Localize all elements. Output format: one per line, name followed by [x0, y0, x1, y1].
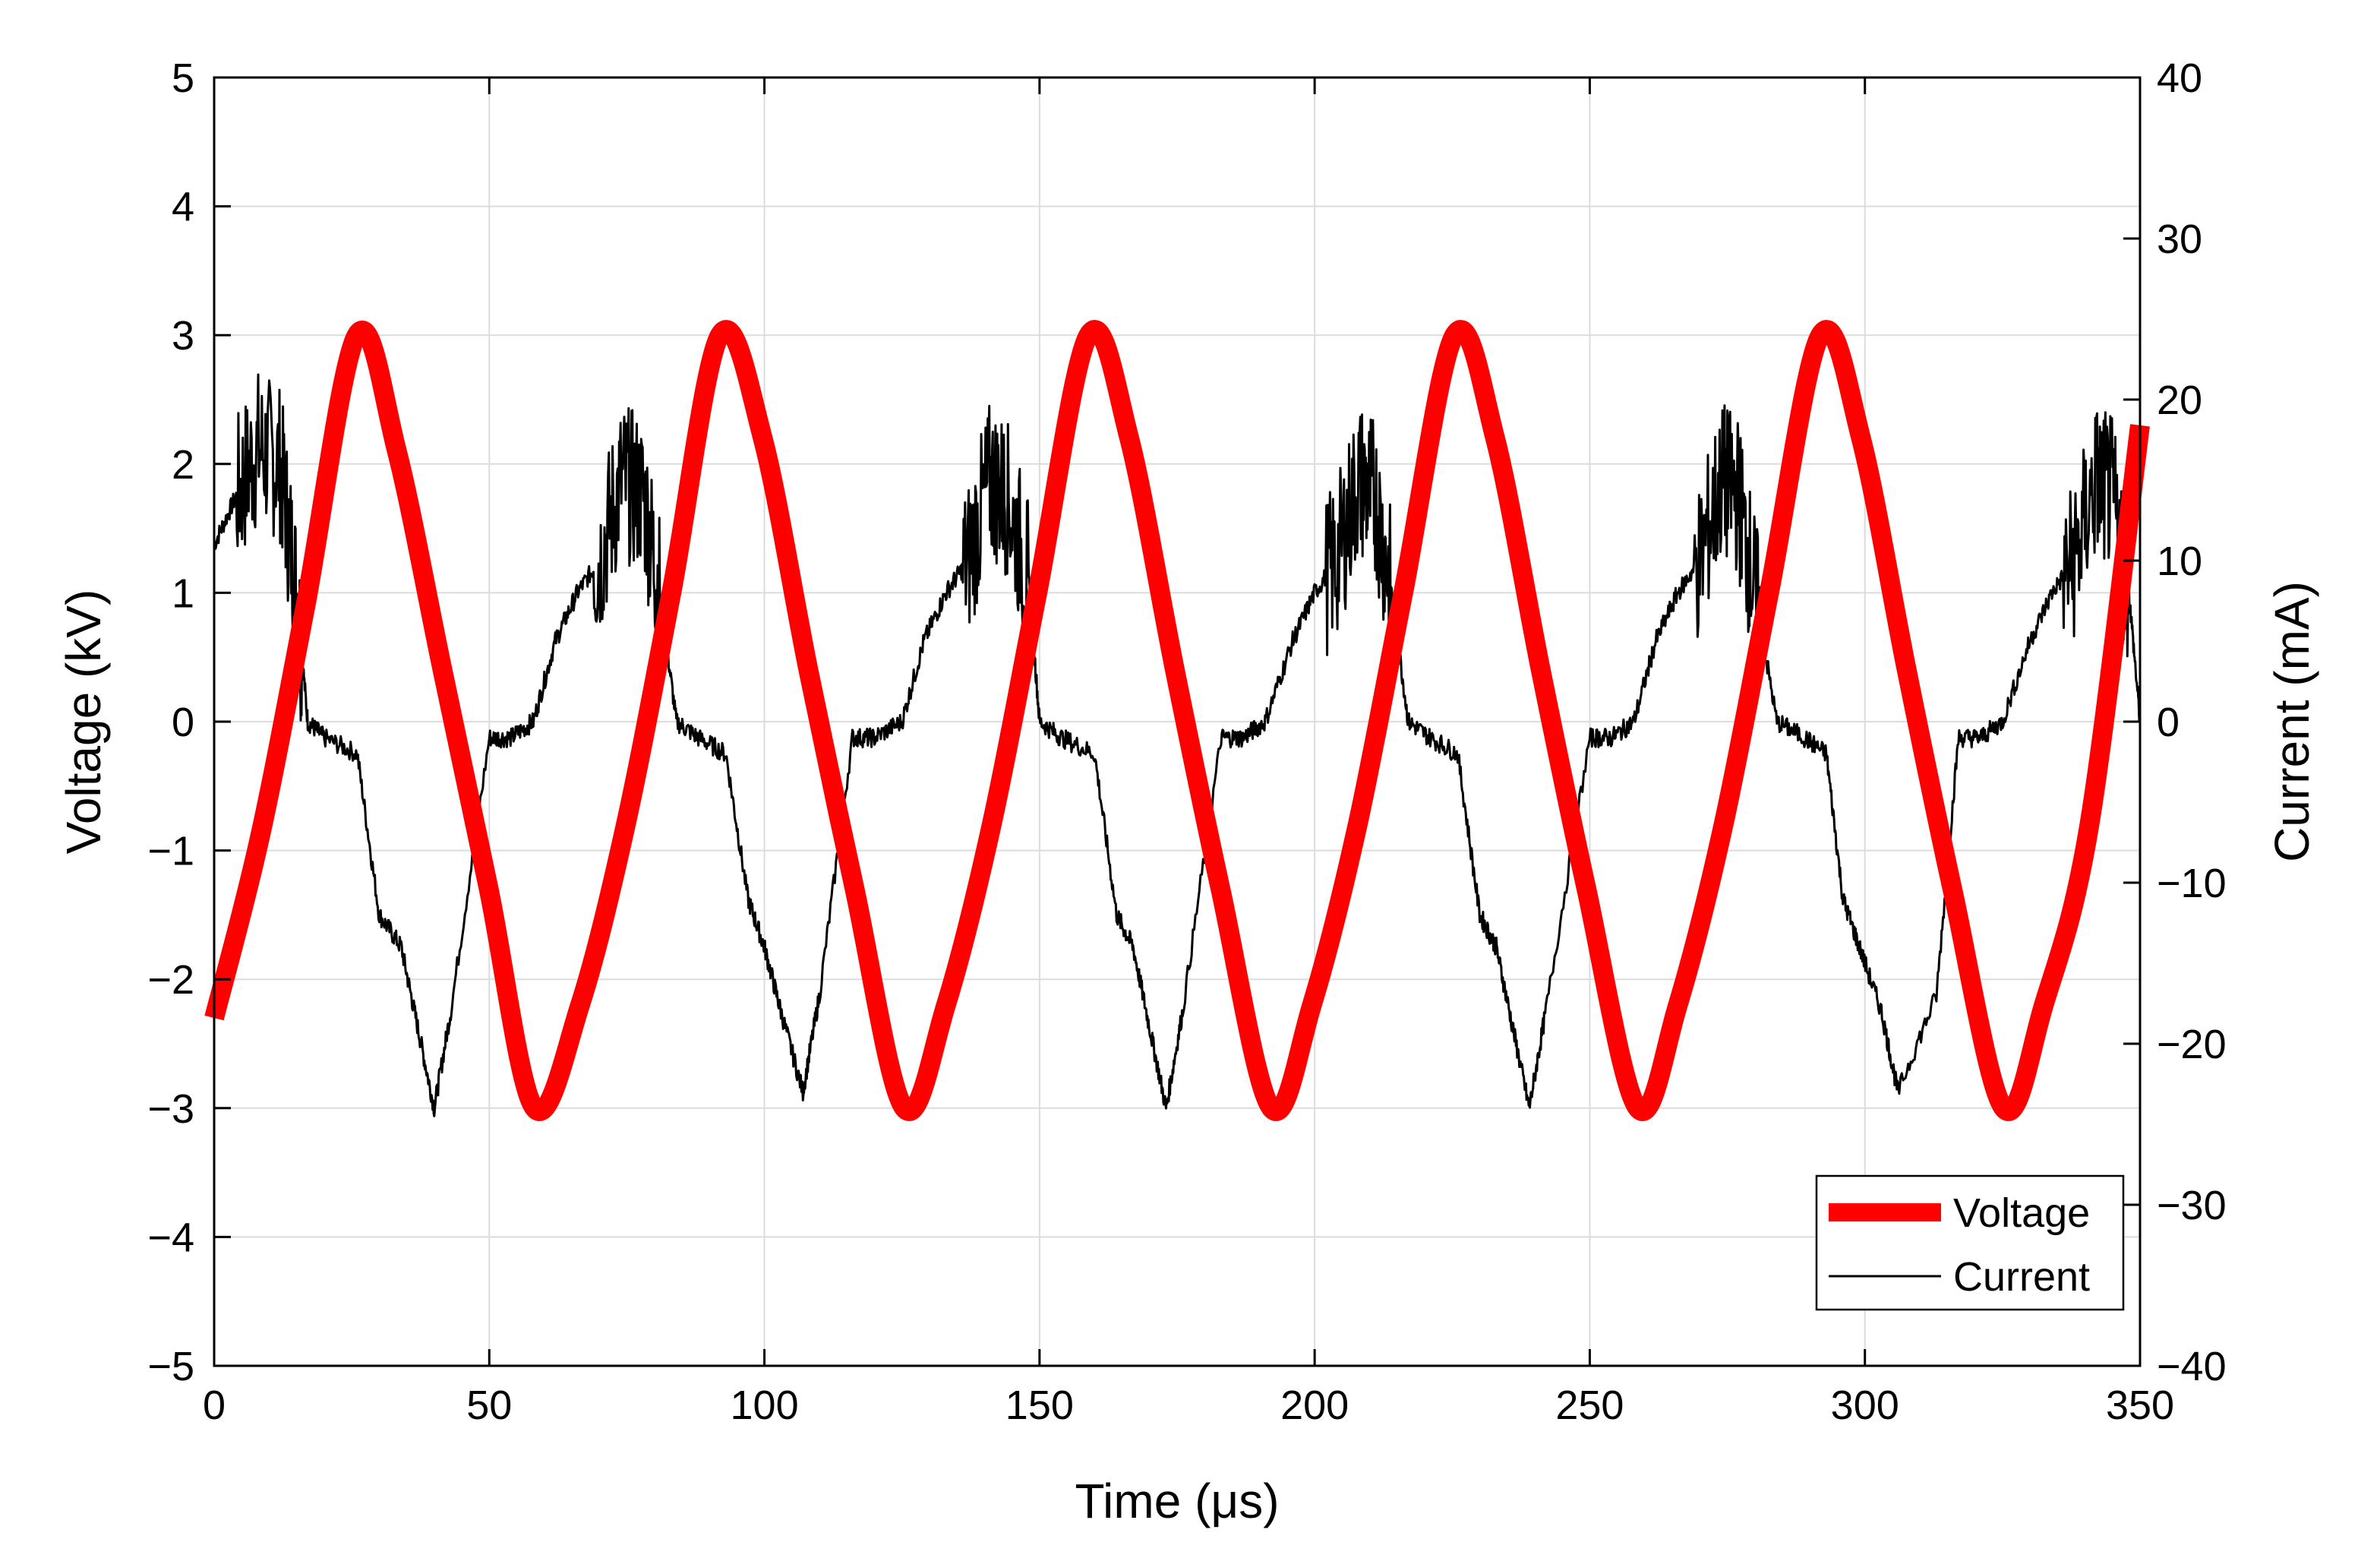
- x-tick-label: 150: [1005, 1383, 1074, 1428]
- y-right-tick-label: 10: [2157, 539, 2202, 584]
- x-tick-label: 250: [1555, 1383, 1624, 1428]
- y-right-tick-label: 0: [2157, 700, 2180, 745]
- y-left-tick-label: 1: [172, 570, 194, 616]
- y-right-tick-label: −10: [2157, 861, 2227, 906]
- x-tick-label: 100: [731, 1383, 799, 1428]
- y-right-tick-label: −30: [2157, 1183, 2227, 1228]
- y-left-tick-label: 0: [172, 700, 194, 745]
- y-left-tick-label: −2: [147, 957, 194, 1003]
- y-left-tick-label: −4: [147, 1215, 194, 1260]
- y-left-tick-label: 2: [172, 442, 194, 488]
- y-right-tick-label: 20: [2157, 378, 2202, 423]
- y-left-tick-label: 5: [172, 55, 194, 101]
- ticks: 0 50 100 150 200 250 300 350−5−4−3−2−1012345−40…: [147, 55, 2226, 1428]
- y-right-tick-label: 40: [2157, 55, 2202, 101]
- x-tick-label: 300: [1831, 1383, 1899, 1428]
- y-right-tick-label: −20: [2157, 1022, 2227, 1067]
- x-tick-label: 0: [203, 1383, 226, 1428]
- y-left-tick-label: −5: [147, 1344, 194, 1389]
- series-layer: [204, 320, 2150, 1121]
- y-left-tick-label: 3: [172, 313, 194, 359]
- x-tick-label: 350: [2106, 1383, 2174, 1428]
- y-right-tick-label: 30: [2157, 216, 2202, 262]
- y-axis-right-title: Current (mA): [2265, 581, 2319, 862]
- y-right-tick-label: −40: [2157, 1344, 2227, 1389]
- current-line: [213, 373, 2142, 1117]
- legend-voltage-label: Voltage: [1953, 1190, 2090, 1236]
- legend: Voltage Current: [1815, 1174, 2125, 1311]
- x-tick-label: 200: [1280, 1383, 1349, 1428]
- legend-box: [1815, 1174, 2125, 1311]
- y-left-tick-label: 4: [172, 185, 194, 230]
- x-tick-label: 50: [466, 1383, 512, 1428]
- y-left-tick-label: −3: [147, 1086, 194, 1132]
- voltage-line: [204, 320, 2150, 1121]
- y-axis-left-title: Voltage (kV): [56, 589, 111, 855]
- x-axis-title: Time (μs): [1075, 1474, 1279, 1528]
- y-left-tick-label: −1: [147, 829, 194, 874]
- legend-current-label: Current: [1953, 1254, 2090, 1300]
